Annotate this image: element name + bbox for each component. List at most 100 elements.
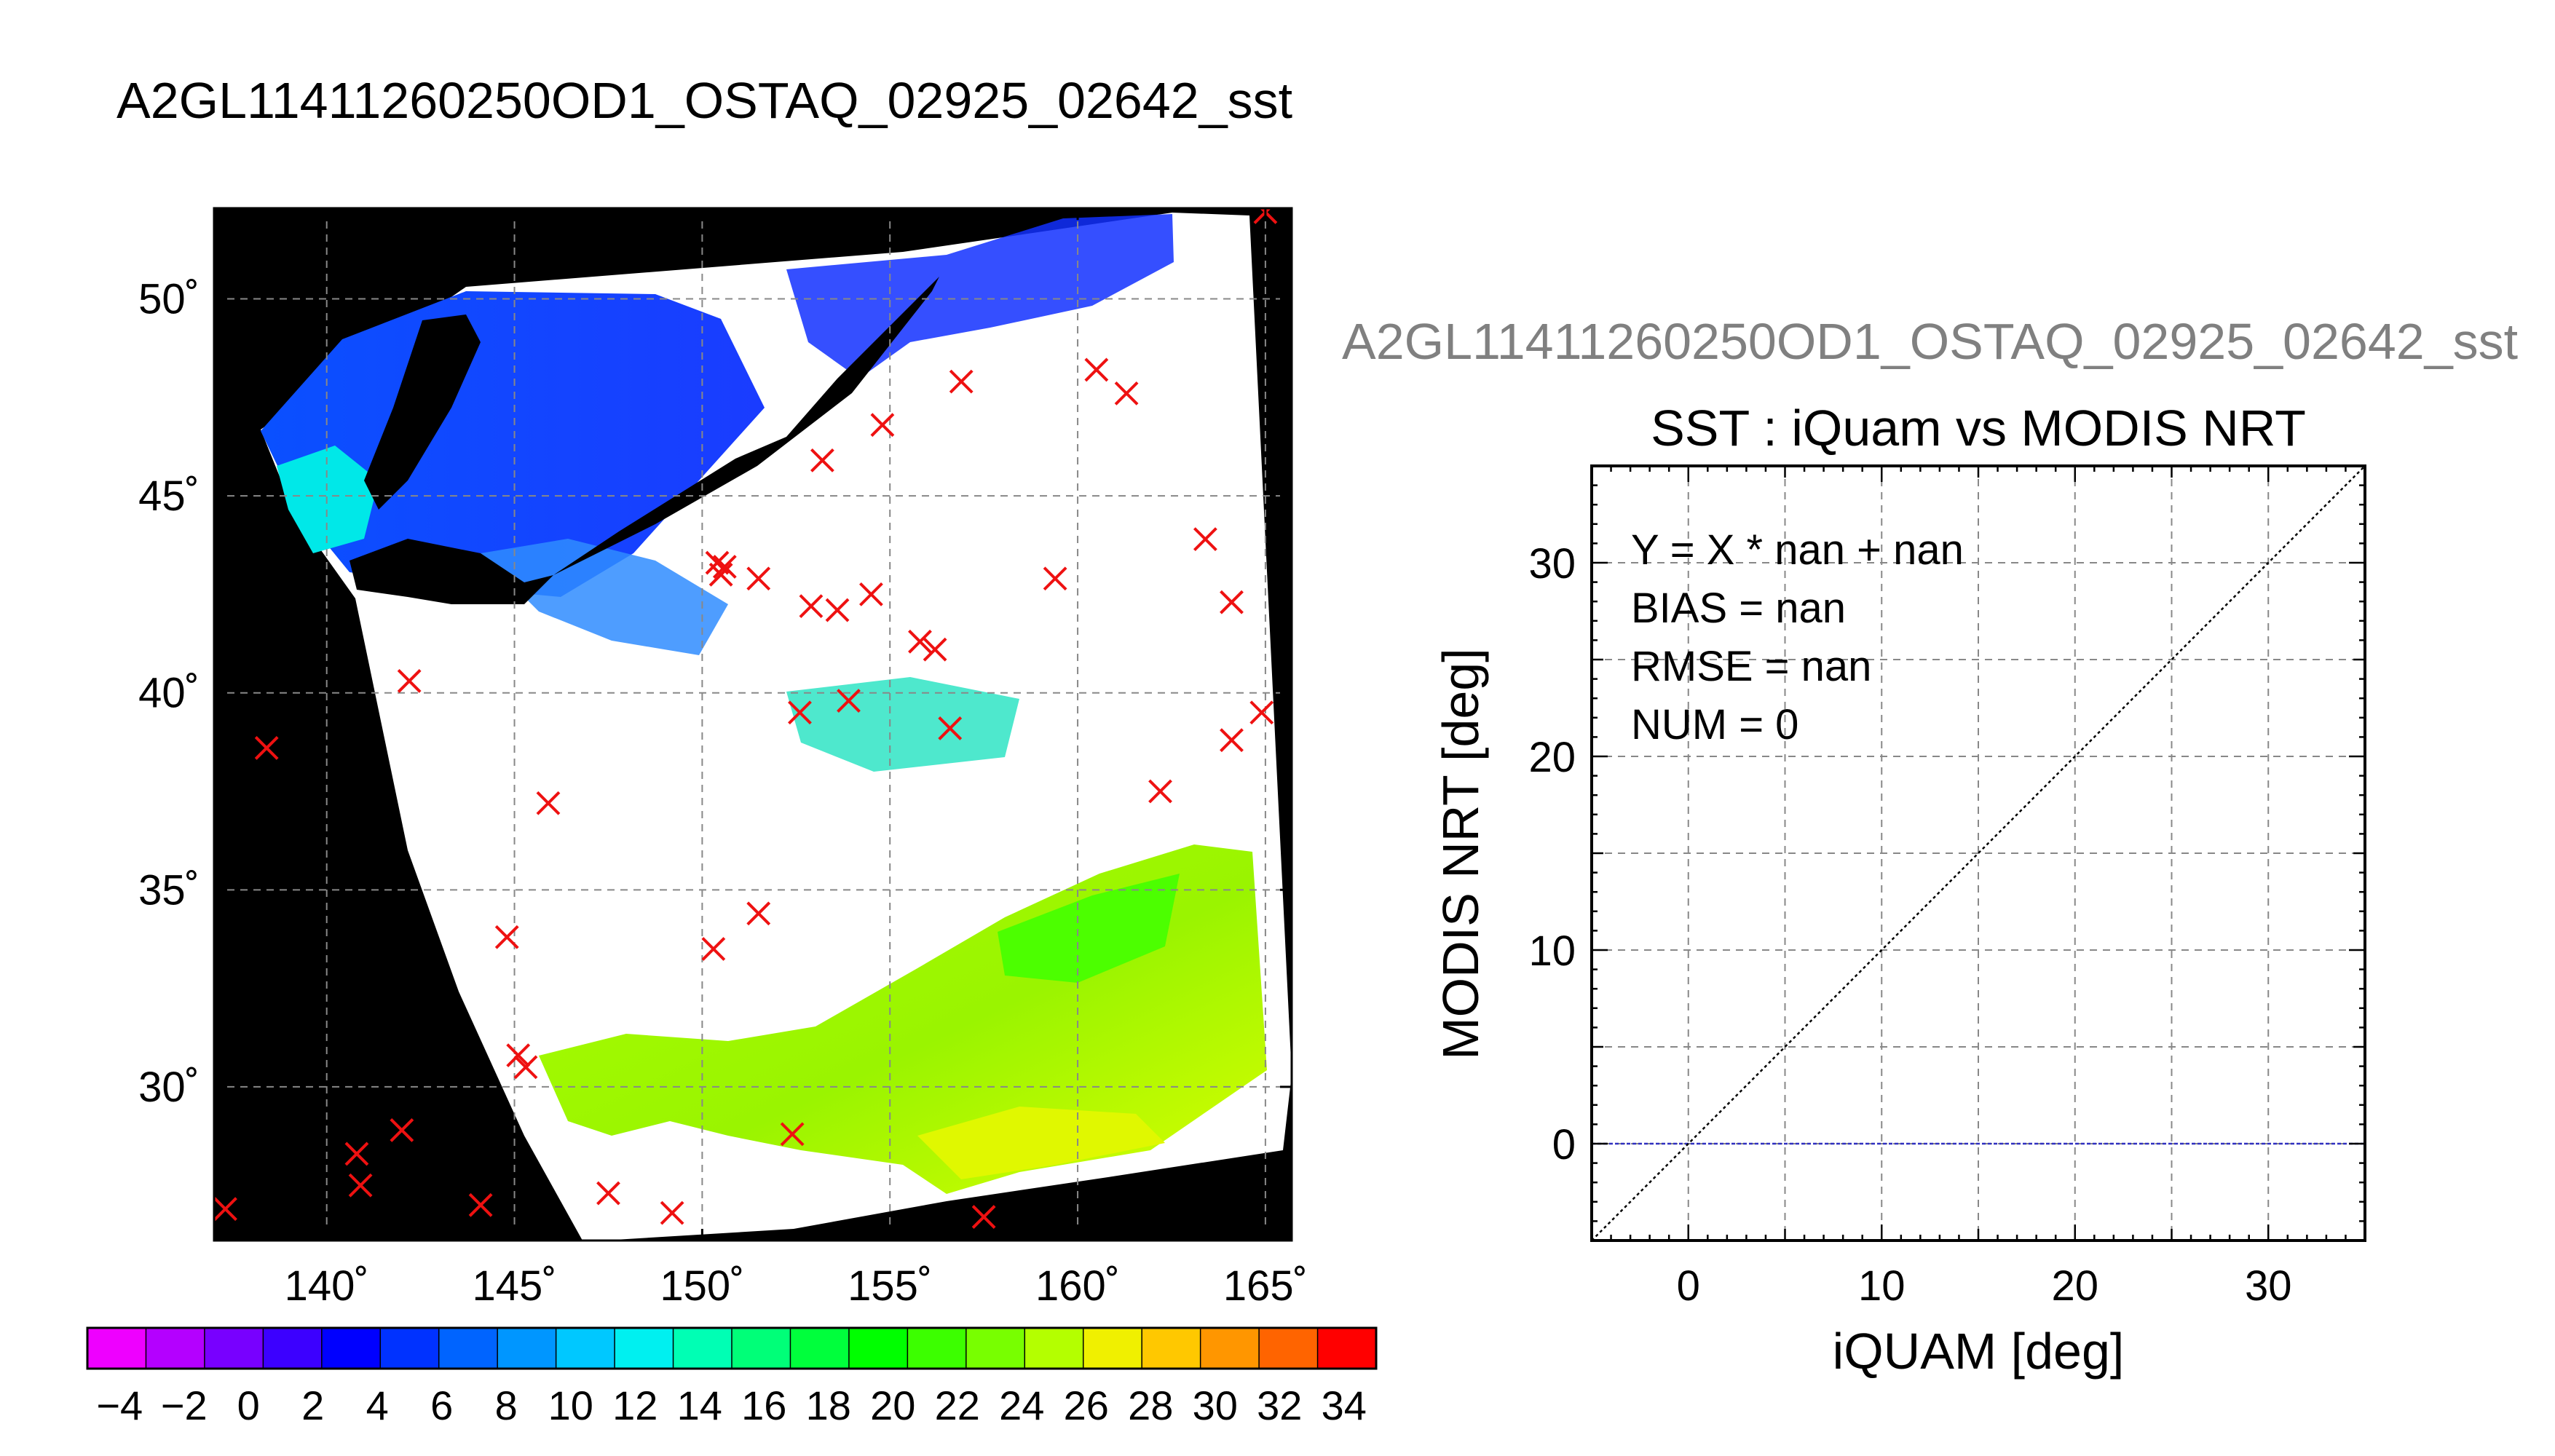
sst-match-marker: [923, 637, 947, 662]
sst-match-marker: [397, 669, 422, 693]
scatter-annotations: Y = X * nan + nan BIAS = nan RMSE = nan NUM…: [1631, 526, 1964, 748]
sst-match-marker: [825, 598, 850, 622]
scatter-stat-annotation: NUM = 0: [1631, 701, 1798, 748]
land-sakhalin: [364, 314, 481, 510]
sst-match-marker: [712, 555, 737, 579]
sst-match-marker: [348, 1173, 373, 1198]
colorbar-label: 14: [677, 1382, 722, 1428]
colorbar-cell: [1259, 1328, 1319, 1369]
scatter-lines: [1592, 466, 2365, 1241]
colorbar-label: 0: [237, 1382, 260, 1428]
map-lat-label: 40˚: [138, 670, 200, 717]
colorbar-cell: [1317, 1328, 1377, 1369]
map-lon-label: 145˚: [472, 1262, 556, 1310]
colorbar-cell: [1200, 1328, 1260, 1369]
colorbar-cell: [907, 1328, 967, 1369]
scatter-xtick-label: 30: [2245, 1262, 2292, 1310]
map-lat-label: 50˚: [138, 275, 200, 323]
colorbar-cell: [321, 1328, 381, 1369]
colorbar-cell: [732, 1328, 791, 1369]
sst-match-marker: [660, 1200, 684, 1225]
sst-match-marker: [701, 937, 726, 961]
scatter-ytick-label: 0: [1552, 1121, 1576, 1168]
colorbar-cell: [615, 1328, 674, 1369]
colorbar-label: 10: [548, 1382, 593, 1428]
scatter-ylabel: MODIS NRT [deg]: [1432, 648, 1489, 1059]
colorbar: −4 −2 0 2 4 6 8 10 12 14 16 18 20 22 24 26 28 30 32 34: [86, 1326, 1378, 1428]
map-lon-label: 150˚: [660, 1262, 744, 1310]
colorbar-cell: [1142, 1328, 1201, 1369]
colorbar-cell: [1024, 1328, 1084, 1369]
scatter-ytick-label: 10: [1528, 927, 1576, 975]
scatter-ytick-label: 30: [1528, 540, 1576, 587]
colorbar-label: 34: [1322, 1382, 1367, 1428]
colorbar-cell: [673, 1328, 732, 1369]
colorbar-cell: [965, 1328, 1025, 1369]
colorbar-label: −2: [161, 1382, 208, 1428]
sst-match-marker: [1220, 728, 1244, 753]
sst-region-sky: [481, 539, 728, 655]
sst-match-marker: [214, 1197, 237, 1222]
colorbar-label: 22: [935, 1382, 980, 1428]
sst-match-marker: [971, 1205, 996, 1229]
map-lon-label: 160˚: [1035, 1262, 1120, 1310]
colorbar-label: 16: [741, 1382, 786, 1428]
sst-region-cyan-patch: [277, 446, 379, 553]
sst-match-marker: [254, 736, 279, 760]
sst-match-marker: [1043, 566, 1067, 591]
map-lat-label: 35˚: [138, 866, 200, 914]
scatter-xlabel: iQUAM [deg]: [1833, 1323, 2125, 1380]
scatter-xtick-label: 0: [1677, 1262, 1700, 1310]
scatter-stat-annotation: BIAS = nan: [1631, 585, 1846, 632]
colorbar-cell: [380, 1328, 440, 1369]
colorbar-cell: [848, 1328, 908, 1369]
colorbar-cell: [204, 1328, 264, 1369]
colorbar-cell: [263, 1328, 323, 1369]
map-lat-label: 30˚: [138, 1064, 200, 1111]
sst-match-marker: [938, 716, 963, 740]
colorbar-label: −4: [96, 1382, 143, 1428]
sst-match-marker: [494, 925, 519, 949]
scatter-tick-labels: 0 0 10 10 20 20 30 30: [1528, 540, 2291, 1310]
scatter-title: SST : iQuam vs MODIS NRT: [1651, 400, 2306, 456]
colorbar-label: 20: [870, 1382, 915, 1428]
sst-match-marker: [746, 566, 771, 591]
sst-region-teal: [786, 677, 1019, 772]
sst-match-marker: [1193, 527, 1217, 552]
scatter-stat-annotation: Y = X * nan + nan: [1631, 526, 1964, 574]
sst-map: 140˚ 145˚ 150˚ 155˚ 160˚ 165˚ 50˚ 45˚ 40˚ 35˚ 30˚: [138, 207, 1308, 1310]
sst-match-marker: [1220, 590, 1244, 614]
map-title: A2GL11411260250OD1_OSTAQ_02925_02642_sst: [117, 72, 1292, 129]
sst-match-marker: [1084, 357, 1109, 382]
map-lon-labels: 140˚ 145˚ 150˚ 155˚ 160˚ 165˚: [285, 1262, 1308, 1310]
sst-region-yellow-patch: [917, 1107, 1165, 1179]
sst-match-marker: [536, 791, 561, 815]
colorbar-label: 28: [1128, 1382, 1173, 1428]
sst-match-marker: [390, 1118, 414, 1142]
colorbar-label: 24: [999, 1382, 1044, 1428]
sst-match-marker: [506, 1043, 531, 1068]
sst-match-marker: [837, 689, 861, 713]
colorbar-label: 18: [806, 1382, 851, 1428]
colorbar-cell: [497, 1328, 557, 1369]
colorbar-cell: [790, 1328, 850, 1369]
colorbar-label: 2: [301, 1382, 324, 1428]
map-lon-label: 165˚: [1223, 1262, 1308, 1310]
land-hokkaido: [350, 539, 553, 604]
sst-region-green-patch: [998, 874, 1180, 983]
map-graticule: [214, 208, 1292, 1241]
sst-match-marker: [859, 582, 883, 606]
colorbar-cell: [87, 1328, 146, 1369]
sst-match-marker: [810, 448, 834, 472]
map-markers: [214, 208, 1278, 1229]
sst-match-marker: [1249, 700, 1274, 725]
colorbar-label: 30: [1193, 1382, 1238, 1428]
map-lat-labels: 50˚ 45˚ 40˚ 35˚ 30˚: [138, 275, 200, 1110]
sst-match-marker: [799, 594, 824, 619]
colorbar-cell: [556, 1328, 615, 1369]
scatter-one-to-one-line: [1592, 466, 2365, 1241]
colorbar-cells: [87, 1328, 1377, 1369]
sst-match-marker: [780, 1122, 805, 1147]
map-lon-label: 155˚: [848, 1262, 932, 1310]
